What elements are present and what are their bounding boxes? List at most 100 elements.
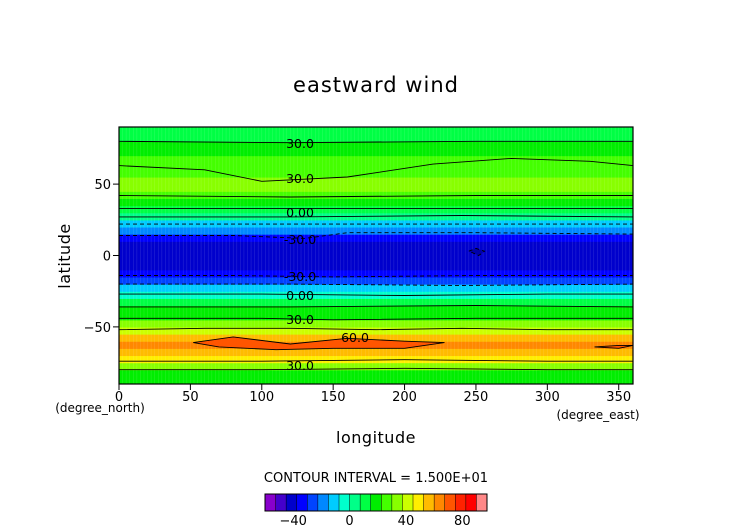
wind-band (119, 127, 633, 135)
contour-line (119, 140, 633, 144)
contour-line (468, 247, 486, 257)
contour-line (119, 305, 633, 308)
y-unit-label: (degree_north) (55, 401, 145, 415)
wind-band (119, 134, 633, 142)
contour-interval-text: CONTOUR INTERVAL = 1.500E+01 (264, 471, 488, 486)
wind-band (119, 262, 633, 271)
wind-band (119, 369, 633, 384)
wind-band (119, 226, 633, 235)
colorbar-swatch (455, 494, 467, 511)
colorbar-frame (264, 493, 488, 512)
y-tick-label: 50 (94, 178, 111, 193)
colorbar-swatch (286, 494, 298, 511)
x-tick-label: 300 (535, 390, 560, 405)
contour-line (119, 215, 633, 218)
contour-line (119, 327, 633, 331)
contour-label: 30.0 (286, 312, 314, 327)
contour-label: 30.0 (286, 136, 314, 151)
wind-band (119, 148, 633, 157)
y-axis-ticks: 50 0 −50 (84, 178, 119, 336)
colorbar-swatch (434, 494, 446, 511)
colorbar-tick-label: 0 (345, 514, 353, 529)
x-tick-label: 100 (249, 390, 274, 405)
colorbar (264, 493, 488, 512)
wind-band (119, 155, 633, 164)
x-tick-label: 350 (606, 390, 631, 405)
wind-band (119, 169, 633, 178)
colorbar-swatch (413, 494, 424, 511)
contour-line (193, 336, 445, 351)
y-tick-label: −50 (84, 321, 111, 336)
contour-line (119, 157, 633, 182)
wind-band (119, 305, 633, 314)
wind-band (119, 162, 633, 171)
colorbar-tick-label: 80 (454, 514, 471, 529)
wind-band (119, 334, 633, 342)
contour-labels: 30.0 30.0 0.00 -30.0 -30.0 0.00 30.0 60.0 30.0 (284, 136, 369, 373)
contour-line (119, 317, 633, 321)
wind-band (119, 255, 633, 264)
wind-band (119, 298, 633, 307)
colorbar-swatch (476, 494, 488, 511)
colorbar-swatch (465, 494, 477, 511)
x-tick-label: 0 (115, 390, 123, 405)
wind-band (119, 234, 633, 242)
colorbar-swatch (402, 494, 414, 511)
colorbar-swatch (265, 494, 276, 511)
wind-band (119, 184, 633, 192)
wind-band (119, 319, 633, 328)
colorbar-swatch (444, 494, 456, 511)
wind-band (119, 191, 633, 199)
colorbar-swatch (360, 494, 372, 511)
colorbar-swatch (296, 494, 308, 511)
colorbar-swatch (391, 494, 403, 511)
y-tick-label: 0 (103, 250, 111, 265)
contour-label: 30.0 (286, 358, 314, 373)
contour-label: -30.0 (284, 232, 316, 247)
x-unit-label: (degree_east) (556, 408, 639, 422)
colorbar-swatch (328, 494, 340, 511)
contour-label: 30.0 (286, 171, 314, 186)
contour-line (119, 275, 633, 278)
wind-band (119, 205, 633, 214)
wind-band (119, 326, 633, 335)
contour-line (594, 344, 633, 349)
colorbar-tick-label: −40 (279, 514, 306, 529)
x-axis-ticks: 0 50 100 150 200 250 300 350 (115, 384, 631, 405)
wind-band (119, 276, 633, 285)
colorbar-swatch (317, 494, 329, 511)
plot-area (119, 127, 633, 384)
x-tick-label: 200 (392, 390, 417, 405)
x-tick-label: 50 (182, 390, 199, 405)
colorbar-swatch (349, 494, 361, 511)
wind-band (119, 219, 633, 228)
colorbar-swatch (339, 494, 350, 511)
wind-band (119, 176, 633, 185)
contour-line (119, 367, 633, 371)
x-tick-label: 150 (321, 390, 346, 405)
contour-line (119, 359, 633, 362)
contour-line (119, 293, 633, 296)
wind-band (119, 355, 633, 364)
y-axis-label: latitude (55, 223, 74, 288)
x-tick-label: 250 (464, 390, 489, 405)
contour-label: 60.0 (341, 330, 369, 345)
colorbar-swatch (370, 494, 382, 511)
wind-band (119, 284, 633, 292)
wind-band (119, 362, 633, 371)
colorbar-swatch (423, 494, 435, 511)
chart-title: eastward wind (293, 73, 459, 97)
wind-band (119, 312, 633, 321)
contour-label: 0.00 (286, 288, 314, 303)
contour-lines (119, 140, 633, 371)
contour-line (119, 283, 633, 286)
colorbar-swatch (381, 494, 393, 511)
wind-band (119, 241, 633, 249)
x-axis-label: longitude (336, 428, 416, 447)
contour-label: 0.00 (286, 205, 314, 220)
colorbar-swatch (275, 494, 287, 511)
contour-label: -30.0 (284, 269, 316, 284)
colorbar-swatch (307, 494, 319, 511)
wind-band (119, 269, 633, 278)
